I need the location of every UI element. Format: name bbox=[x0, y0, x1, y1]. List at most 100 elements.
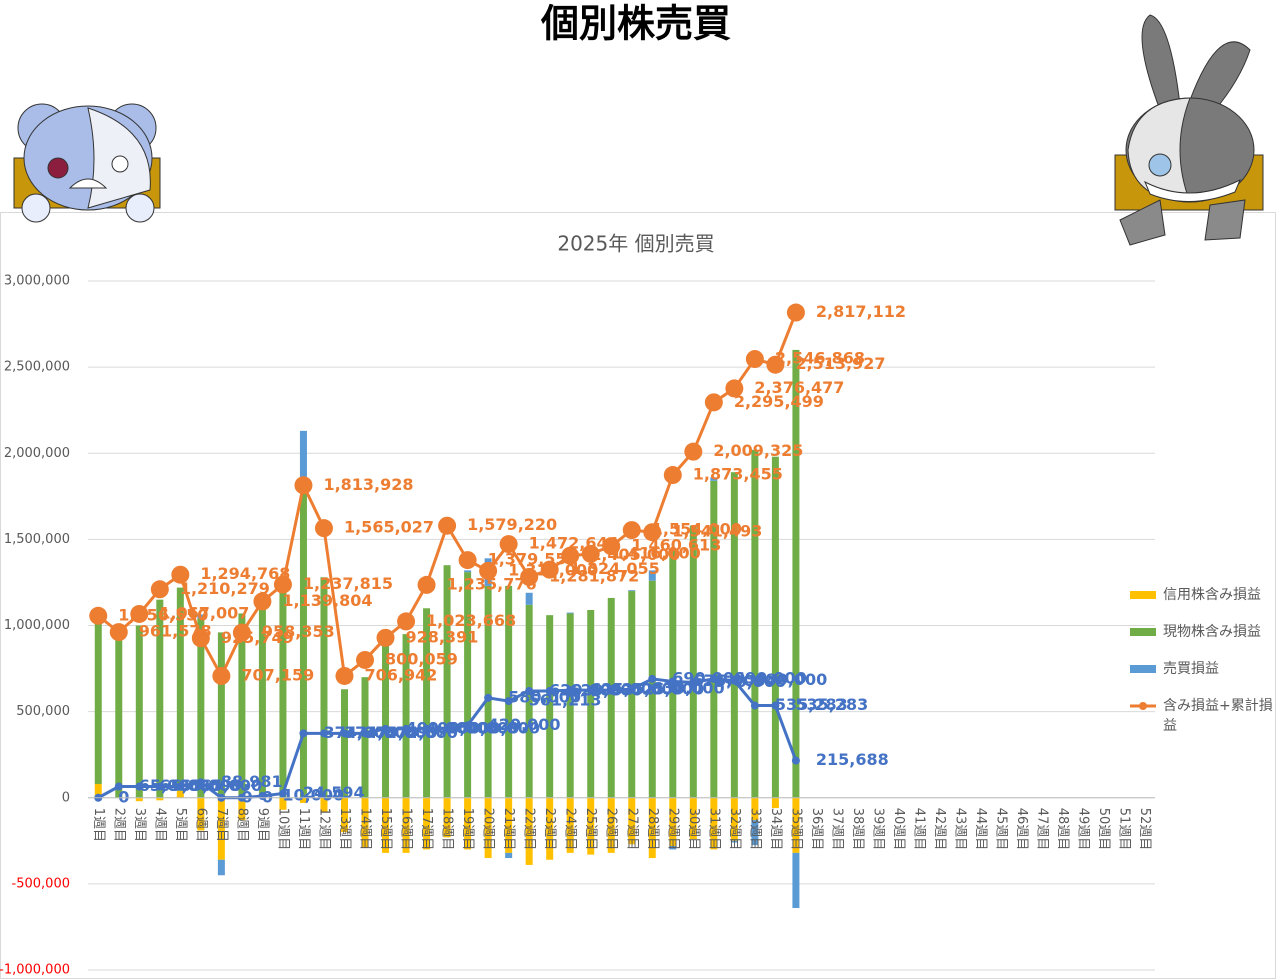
data-label: 1,379,555 bbox=[488, 550, 578, 569]
marker bbox=[540, 560, 559, 579]
x-tick-label: 52週目 bbox=[1137, 808, 1152, 851]
marker bbox=[278, 789, 287, 798]
x-tick-label: 44週目 bbox=[973, 808, 988, 851]
bar bbox=[587, 609, 595, 798]
marker bbox=[627, 685, 636, 694]
marker bbox=[643, 523, 662, 542]
data-label: 561,213 bbox=[529, 691, 602, 710]
data-label: 630,000 bbox=[652, 679, 725, 698]
data-label: 65,000 bbox=[180, 776, 242, 795]
marker bbox=[114, 782, 123, 791]
y-tick-label: -500,000 bbox=[12, 876, 70, 891]
marker bbox=[668, 677, 677, 686]
marker bbox=[135, 782, 144, 791]
data-label: 374,000 bbox=[385, 723, 458, 742]
marker bbox=[356, 650, 375, 669]
bar bbox=[94, 783, 102, 798]
rabbit-decoration bbox=[1114, 14, 1264, 246]
data-label: 675,000 bbox=[693, 671, 766, 690]
y-tick-label: 2,000,000 bbox=[4, 446, 70, 461]
x-tick-label: 34週目 bbox=[768, 808, 783, 851]
x-tick-label: 45週目 bbox=[994, 808, 1009, 851]
data-label: 1,067,007 bbox=[159, 603, 249, 622]
x-tick-label: 37週目 bbox=[829, 808, 844, 851]
data-label: 215,688 bbox=[816, 750, 889, 769]
marker bbox=[504, 697, 513, 706]
bar bbox=[771, 797, 779, 809]
x-tick-label: 24週目 bbox=[563, 808, 578, 851]
x-tick-label: 3週目 bbox=[132, 808, 147, 842]
data-label: 400,000 bbox=[426, 718, 499, 737]
x-tick-label: 10週目 bbox=[275, 808, 290, 851]
x-tick-label: 20週目 bbox=[481, 808, 496, 851]
bar bbox=[423, 608, 431, 798]
x-tick-label: 51週目 bbox=[1117, 808, 1132, 851]
data-label: 928,391 bbox=[406, 627, 479, 646]
data-label: 2,376,477 bbox=[754, 378, 844, 397]
data-label: 1,472,644 bbox=[529, 534, 619, 553]
bear-decoration bbox=[13, 103, 161, 223]
marker bbox=[381, 724, 390, 733]
marker bbox=[479, 561, 498, 580]
page-title: 個別株売買 bbox=[540, 2, 731, 46]
data-label: 620,000 bbox=[570, 680, 643, 699]
x-tick-label: 43週目 bbox=[953, 808, 968, 851]
marker bbox=[725, 379, 744, 398]
bar bbox=[628, 590, 636, 592]
marker bbox=[786, 303, 805, 322]
bar bbox=[730, 797, 738, 841]
data-label: 2,513,927 bbox=[795, 354, 885, 373]
data-label: 535,283 bbox=[775, 695, 848, 714]
marker bbox=[463, 721, 472, 730]
bar bbox=[628, 797, 636, 845]
x-tick-label: 9週目 bbox=[255, 808, 270, 842]
bar bbox=[546, 615, 554, 798]
marker bbox=[602, 537, 621, 556]
data-label: 2,009,325 bbox=[713, 441, 803, 460]
bar bbox=[628, 591, 636, 798]
bar bbox=[402, 634, 410, 798]
marker bbox=[525, 686, 534, 695]
data-label: 958,353 bbox=[262, 622, 335, 641]
bar bbox=[382, 797, 390, 853]
bar bbox=[361, 797, 369, 848]
x-tick-label: 38週目 bbox=[850, 808, 865, 851]
x-tick-label: 18週目 bbox=[440, 808, 455, 851]
marker bbox=[319, 729, 328, 738]
bar bbox=[771, 456, 779, 798]
marker bbox=[361, 729, 370, 738]
legend-item: 信用株含み損益 bbox=[1128, 585, 1278, 605]
marker bbox=[89, 606, 108, 625]
x-tick-label: 12週目 bbox=[316, 808, 331, 851]
marker bbox=[766, 355, 785, 374]
data-label: 65,000 bbox=[159, 776, 221, 795]
marker bbox=[561, 546, 580, 565]
data-label: 707,159 bbox=[241, 665, 314, 684]
legend-swatch bbox=[1130, 665, 1156, 673]
marker bbox=[402, 724, 411, 733]
data-label: 10,000 bbox=[282, 786, 344, 805]
marker bbox=[663, 466, 682, 485]
bar bbox=[484, 797, 492, 859]
bar bbox=[340, 797, 348, 833]
bar bbox=[710, 477, 718, 481]
marker bbox=[417, 575, 436, 594]
marker bbox=[191, 629, 210, 648]
bar bbox=[238, 613, 246, 798]
bar bbox=[135, 797, 143, 802]
x-tick-label: 16週目 bbox=[399, 808, 414, 851]
marker bbox=[340, 729, 349, 738]
x-tick-label: 13週目 bbox=[337, 808, 352, 851]
data-label: 1,139,804 bbox=[282, 591, 372, 610]
bar bbox=[689, 525, 697, 798]
bar bbox=[525, 604, 533, 798]
bar bbox=[197, 618, 205, 798]
marker bbox=[397, 612, 416, 631]
bar bbox=[115, 635, 123, 798]
marker bbox=[499, 535, 518, 554]
data-label: 420,000 bbox=[488, 715, 561, 734]
bar bbox=[217, 797, 225, 860]
marker bbox=[704, 393, 723, 412]
y-tick-label: 0 bbox=[62, 790, 70, 805]
